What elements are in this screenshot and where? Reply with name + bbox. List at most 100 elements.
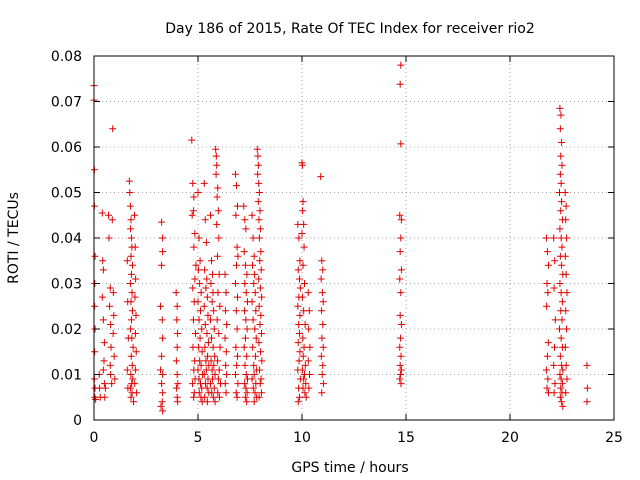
data-point [128,307,136,315]
data-point [248,375,256,383]
data-point [256,225,264,233]
data-point [251,389,259,397]
data-point [256,207,264,215]
data-point [583,361,591,369]
data-point [550,361,558,369]
data-point [397,289,405,297]
data-point [174,330,182,338]
data-point [296,275,304,283]
data-point [126,189,134,196]
data-point [214,289,222,297]
y-tick-label: 0 [73,413,82,429]
data-point [305,325,313,333]
y-tick-label: 0.06 [51,140,82,156]
data-point [223,371,231,378]
data-point [189,380,197,388]
data-point [200,302,208,310]
data-point [209,343,217,351]
data-point [561,252,569,260]
data-point [201,216,209,224]
data-point [254,198,262,206]
data-point [195,343,203,351]
data-point [298,366,306,374]
data-point [251,270,259,278]
data-point [248,298,256,306]
data-point [204,339,212,347]
data-point [189,179,197,187]
data-point [99,316,107,324]
data-point [319,343,327,351]
data-point [201,393,209,401]
data-point [210,325,218,333]
data-point [243,270,251,278]
data-point [250,361,258,369]
data-point [296,348,304,356]
data-point [215,366,223,374]
data-point [249,384,257,392]
data-point [195,316,203,324]
data-point [159,234,167,242]
data-point [194,298,202,306]
data-point [208,366,216,374]
data-point [258,293,266,301]
data-point [207,280,215,287]
x-tick-label: 20 [501,430,519,446]
data-point [190,193,198,201]
data-point [91,252,99,260]
data-point [241,380,249,388]
data-point [192,330,200,338]
data-point [232,211,240,219]
data-point [319,380,327,388]
data-point [396,211,404,219]
data-point [241,393,249,401]
data-point [106,361,114,369]
data-point [253,145,261,153]
data-point [127,234,135,242]
data-point [111,375,119,383]
data-point [231,170,239,178]
data-point [196,357,204,365]
data-point [558,161,566,169]
data-point [202,239,210,247]
data-point [212,170,220,178]
data-point [191,275,199,283]
data-point [232,389,240,397]
data-point [214,252,222,260]
data-point [556,280,564,287]
data-point [127,316,135,324]
data-point [207,357,215,365]
data-point [208,334,216,342]
data-point [397,234,405,242]
data-point [216,343,224,351]
data-point [397,140,405,148]
data-point [557,152,565,160]
data-point [295,234,303,242]
data-point [190,393,198,401]
data-point [210,384,218,392]
data-point [562,270,570,278]
data-point [203,398,211,406]
data-point [557,207,565,215]
data-point [255,275,263,283]
data-point [396,248,404,256]
data-point [250,280,258,287]
data-point [296,330,304,338]
data-point [213,193,221,201]
data-point [215,330,223,338]
data-point [562,216,570,224]
data-point [200,371,208,378]
data-point [255,189,263,196]
y-tick-label: 0.03 [51,277,82,293]
data-point [221,307,229,315]
data-point [300,280,308,287]
data-point [91,302,99,310]
data-point [396,343,404,351]
data-point [397,320,405,328]
data-point [158,352,166,360]
data-point [109,330,117,338]
data-point [99,266,107,274]
data-point [556,125,564,133]
data-point [396,275,404,283]
data-point [299,334,307,342]
data-point [257,330,265,338]
